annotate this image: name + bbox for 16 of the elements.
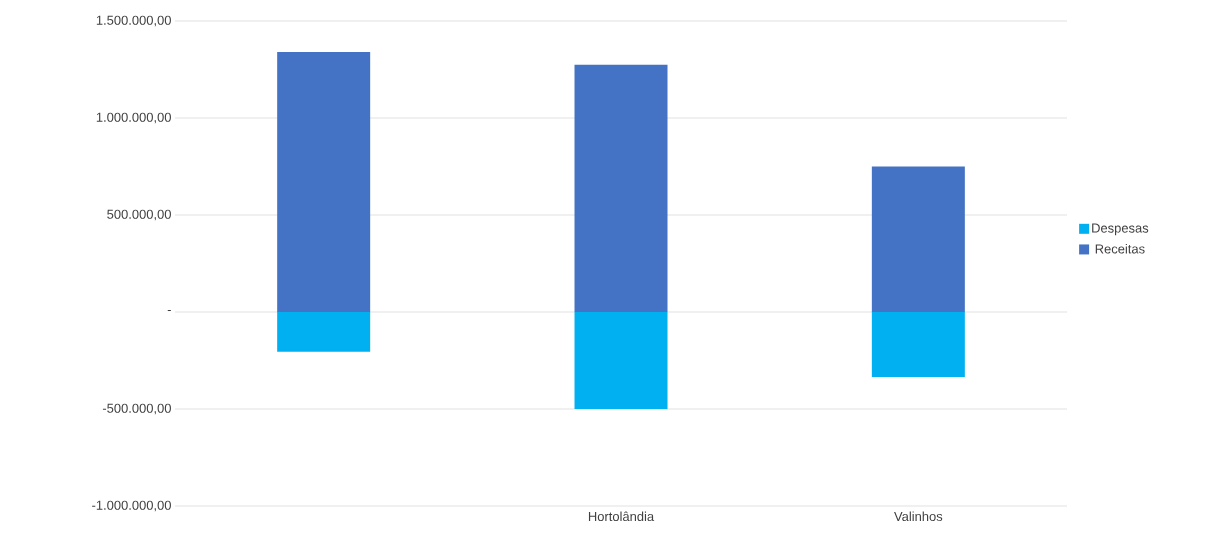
y-tick-label: 1.500.000,00 [96,15,171,27]
bar [574,312,668,409]
bar [871,312,965,377]
y-tick-label: 1.000.000,00 [96,112,171,124]
bar [277,312,371,352]
y-tick-label: - [167,310,171,312]
bar [574,64,668,312]
legend-label: Despesas [1092,223,1149,236]
x-tick-label: Hortolândia [588,511,655,522]
y-tick-label: -500.000,00 [102,403,171,415]
bar [277,52,371,312]
y-tick-label: 500.000,00 [107,209,171,221]
bar [871,166,965,312]
legend-label: Receitas [1095,243,1145,254]
y-tick-label: -1.000.000,00 [92,500,171,512]
x-tick-label: Valinhos [894,511,943,522]
